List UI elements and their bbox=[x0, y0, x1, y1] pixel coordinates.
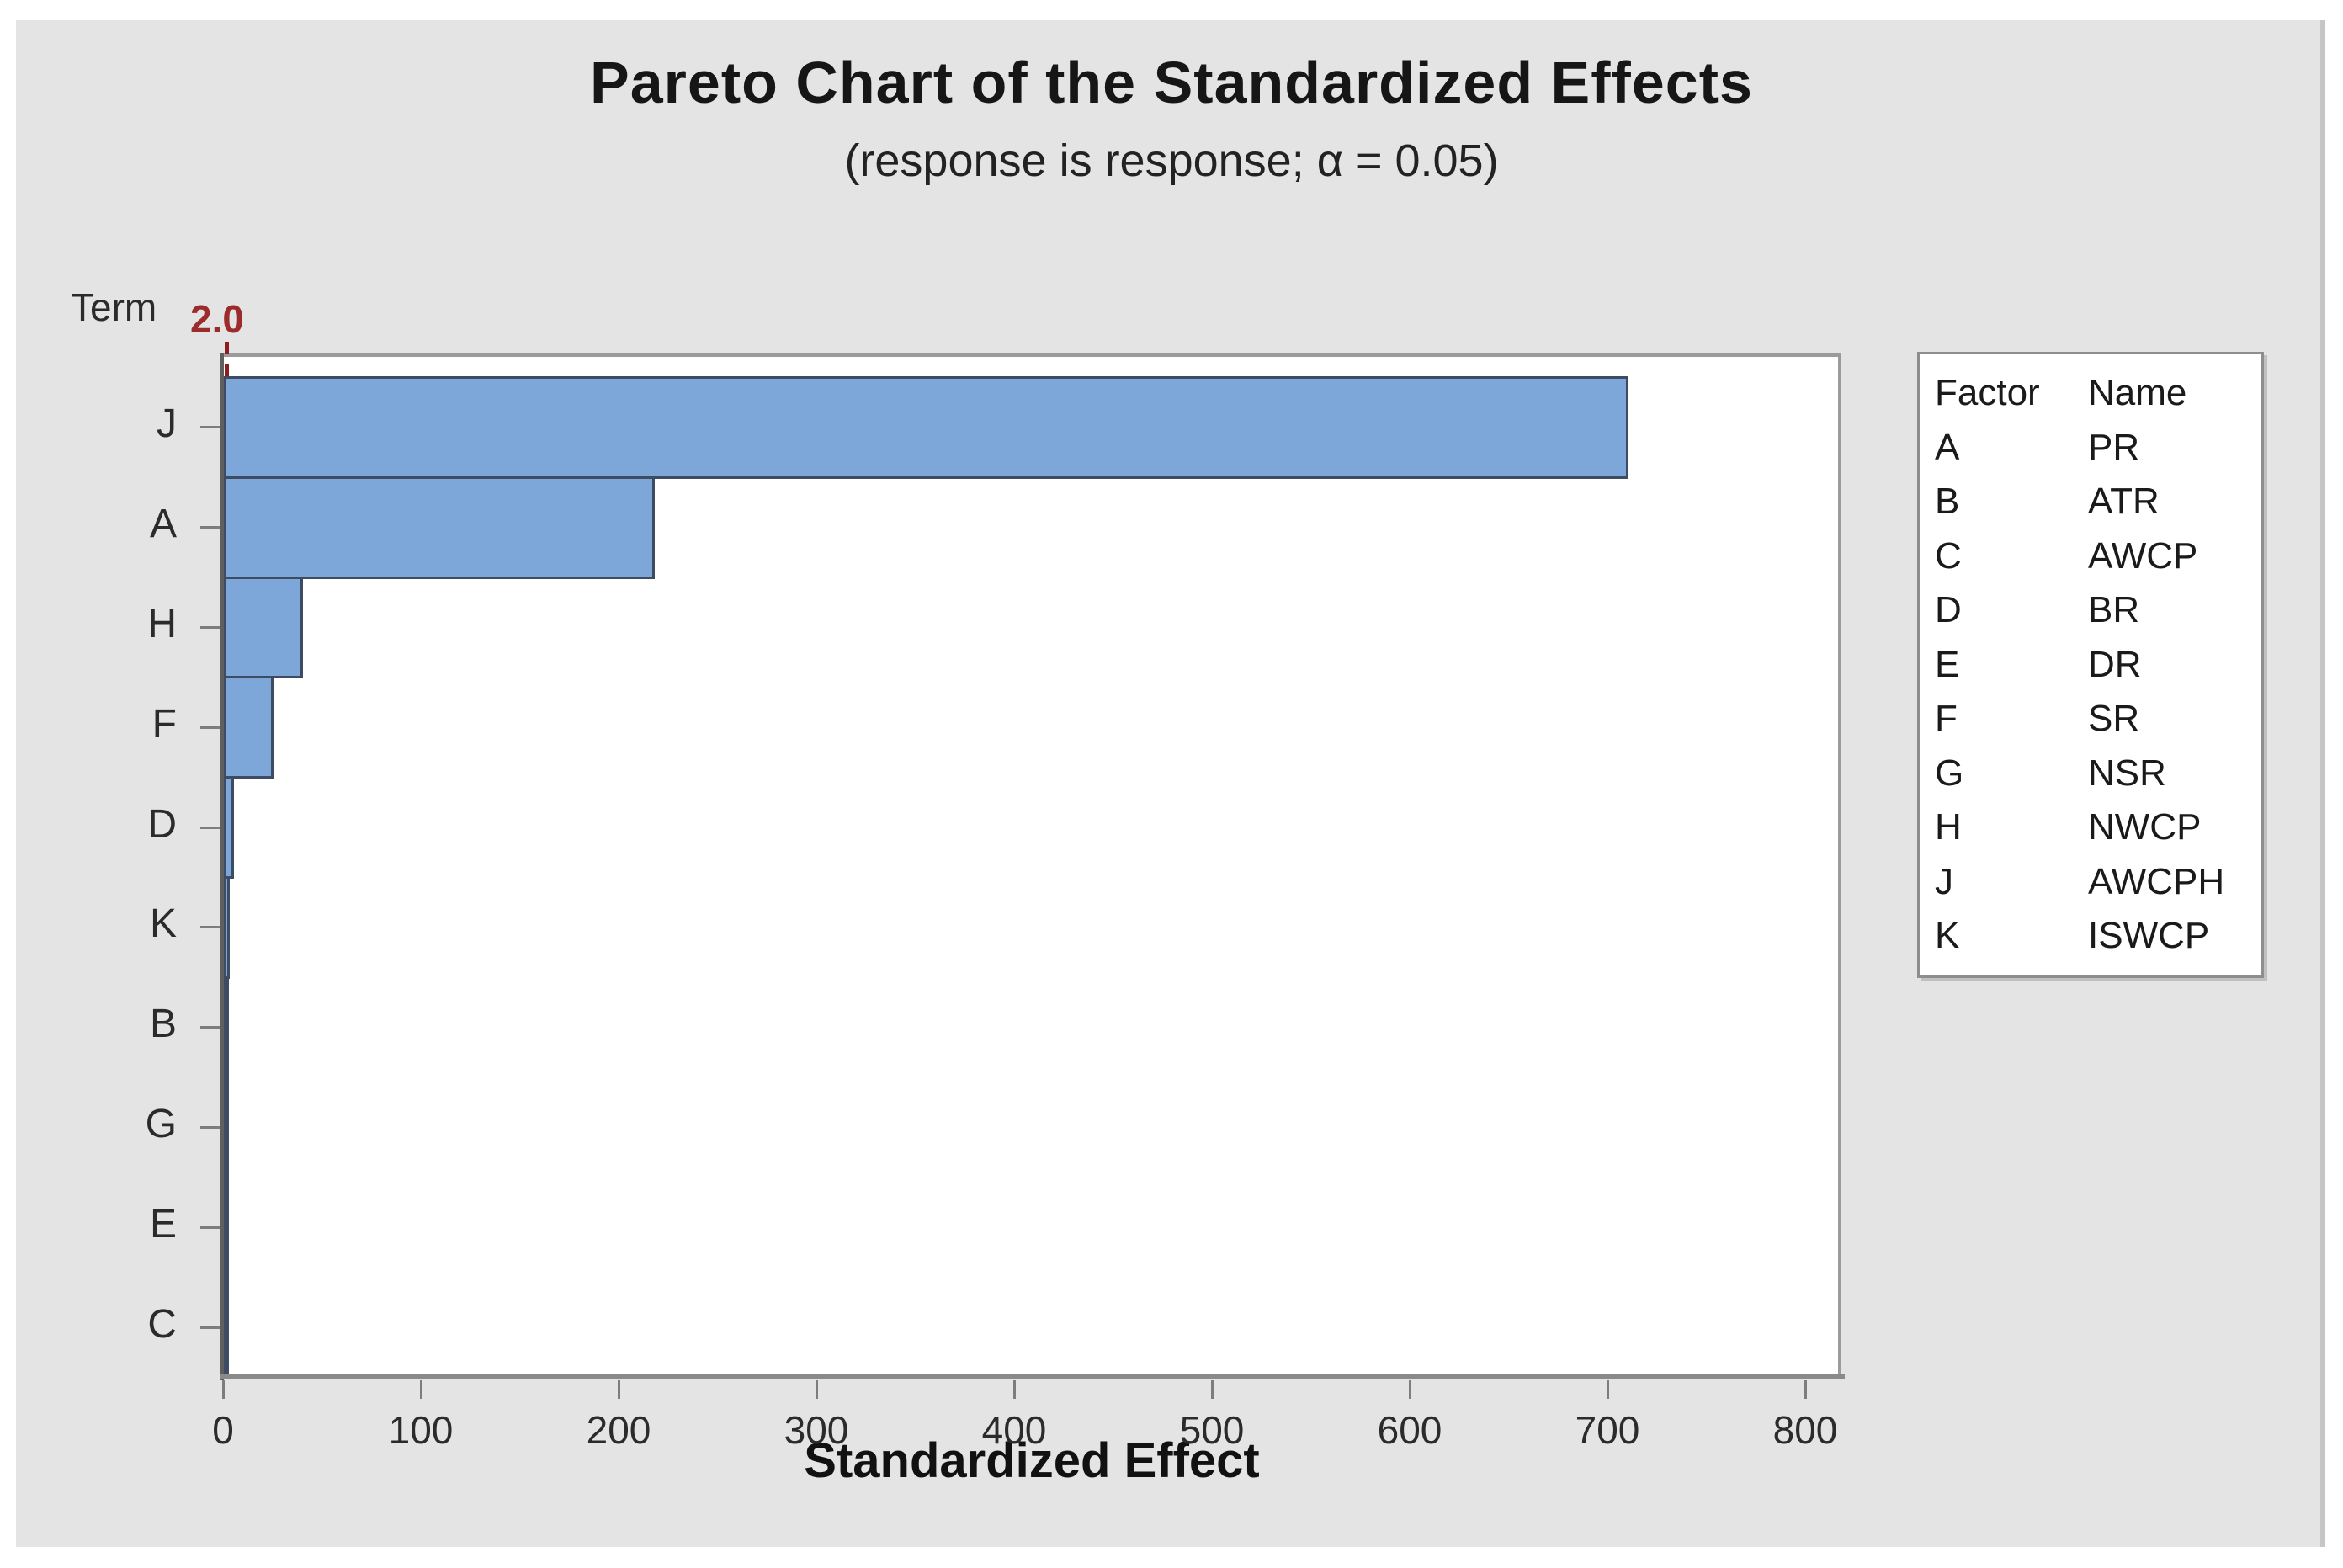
legend-row-E: E DR bbox=[1935, 638, 2255, 693]
factor-legend-box: Factor Name A PR B ATR C AWCP D BR E DR F SR G NSR H NW… bbox=[1917, 352, 2264, 978]
legend-name: ATR bbox=[2088, 481, 2160, 523]
y-label-E: E bbox=[149, 1201, 177, 1246]
legend-factor: H bbox=[1935, 806, 1962, 848]
y-tick-E bbox=[200, 1225, 220, 1229]
legend-row-H: H NWCP bbox=[1935, 800, 2255, 855]
x-tick-400 bbox=[1013, 1380, 1016, 1399]
legend-header-name: Name bbox=[2088, 372, 2187, 414]
y-tick-C bbox=[200, 1326, 220, 1329]
bar-H bbox=[224, 576, 303, 679]
x-tick-0 bbox=[222, 1380, 225, 1399]
legend-factor: D bbox=[1935, 589, 1962, 631]
bar-E bbox=[224, 1176, 229, 1279]
legend-factor: E bbox=[1935, 643, 1960, 685]
x-label-600: 600 bbox=[1377, 1408, 1442, 1452]
y-label-F: F bbox=[151, 701, 177, 747]
x-axis-label: Standardized Effect bbox=[804, 1433, 1260, 1488]
legend-factor: G bbox=[1935, 752, 1964, 794]
x-tick-600 bbox=[1409, 1380, 1411, 1399]
bar-B bbox=[224, 975, 229, 1079]
y-tick-G bbox=[200, 1126, 220, 1129]
x-label-700: 700 bbox=[1575, 1408, 1640, 1452]
legend-name: AWCPH bbox=[2088, 860, 2225, 902]
legend-name: SR bbox=[2088, 698, 2140, 740]
legend-factor: F bbox=[1935, 698, 1958, 740]
panel-shadow bbox=[2320, 20, 2325, 1547]
bar-J bbox=[224, 376, 1628, 479]
x-tick-200 bbox=[618, 1380, 620, 1399]
x-label-500: 500 bbox=[1179, 1408, 1245, 1452]
x-label-800: 800 bbox=[1772, 1408, 1838, 1452]
bar-F bbox=[224, 676, 274, 779]
y-label-G: G bbox=[145, 1102, 177, 1146]
legend-rows: A PR B ATR C AWCP D BR E DR F SR G NSR H NWCP J AWCPH K ISW… bbox=[1935, 421, 2255, 964]
x-axis-line bbox=[220, 1374, 1845, 1379]
legend-row-C: C AWCP bbox=[1935, 529, 2255, 584]
legend-header-row: Factor Name bbox=[1935, 366, 2255, 421]
bar-G bbox=[224, 1076, 229, 1179]
legend-name: ISWCP bbox=[2088, 915, 2210, 957]
factor-legend-content: Factor Name A PR B ATR C AWCP D BR E DR F SR G NSR H NW… bbox=[1935, 366, 2255, 964]
chart-subtitle: (response is response; α = 0.05) bbox=[844, 136, 1499, 186]
legend-row-D: D BR bbox=[1935, 583, 2255, 638]
y-label-J: J bbox=[157, 401, 177, 447]
legend-row-J: J AWCPH bbox=[1935, 855, 2255, 910]
y-tick-D bbox=[200, 826, 220, 829]
legend-name: BR bbox=[2088, 589, 2140, 631]
legend-factor: C bbox=[1935, 534, 1962, 577]
x-tick-800 bbox=[1804, 1380, 1807, 1399]
y-label-C: C bbox=[147, 1301, 177, 1347]
y-tick-K bbox=[200, 926, 220, 929]
legend-factor: A bbox=[1935, 426, 1960, 468]
x-tick-300 bbox=[816, 1380, 818, 1399]
y-tick-F bbox=[200, 726, 220, 729]
bar-D bbox=[224, 776, 234, 879]
y-axis-line bbox=[220, 353, 224, 1380]
y-label-A: A bbox=[149, 502, 177, 547]
legend-factor: K bbox=[1935, 915, 1960, 957]
y-tick-A bbox=[200, 526, 220, 529]
legend-row-A: A PR bbox=[1935, 421, 2255, 476]
y-label-B: B bbox=[149, 1002, 177, 1047]
x-label-0: 0 bbox=[212, 1408, 234, 1452]
legend-factor: B bbox=[1935, 481, 1960, 523]
legend-name: NWCP bbox=[2088, 806, 2202, 848]
bar-A bbox=[224, 476, 656, 579]
y-tick-H bbox=[200, 626, 220, 629]
chart-title: Pareto Chart of the Standardized Effects bbox=[590, 50, 1753, 115]
legend-header-factor: Factor bbox=[1935, 372, 2040, 414]
legend-name: DR bbox=[2088, 643, 2142, 685]
y-label-D: D bbox=[147, 801, 177, 847]
legend-name: PR bbox=[2088, 426, 2140, 468]
legend-row-B: B ATR bbox=[1935, 475, 2255, 529]
bar-C bbox=[224, 1276, 229, 1379]
x-label-100: 100 bbox=[388, 1408, 454, 1452]
bar-K bbox=[224, 876, 231, 979]
x-tick-500 bbox=[1211, 1380, 1214, 1399]
x-label-300: 300 bbox=[784, 1408, 849, 1452]
y-tick-J bbox=[200, 426, 220, 429]
x-label-400: 400 bbox=[981, 1408, 1047, 1452]
x-tick-100 bbox=[420, 1380, 422, 1399]
y-tick-B bbox=[200, 1026, 220, 1029]
x-label-200: 200 bbox=[586, 1408, 651, 1452]
x-tick-700 bbox=[1607, 1380, 1609, 1399]
reference-line-label: 2.0 bbox=[190, 297, 244, 341]
legend-name: AWCP bbox=[2088, 534, 2198, 577]
legend-row-K: K ISWCP bbox=[1935, 909, 2255, 964]
legend-factor: J bbox=[1935, 860, 1953, 902]
legend-row-G: G NSR bbox=[1935, 747, 2255, 801]
legend-name: NSR bbox=[2088, 752, 2166, 794]
y-label-H: H bbox=[147, 602, 177, 646]
y-axis-title: Term bbox=[71, 285, 157, 329]
legend-row-F: F SR bbox=[1935, 692, 2255, 747]
y-label-K: K bbox=[149, 901, 177, 947]
